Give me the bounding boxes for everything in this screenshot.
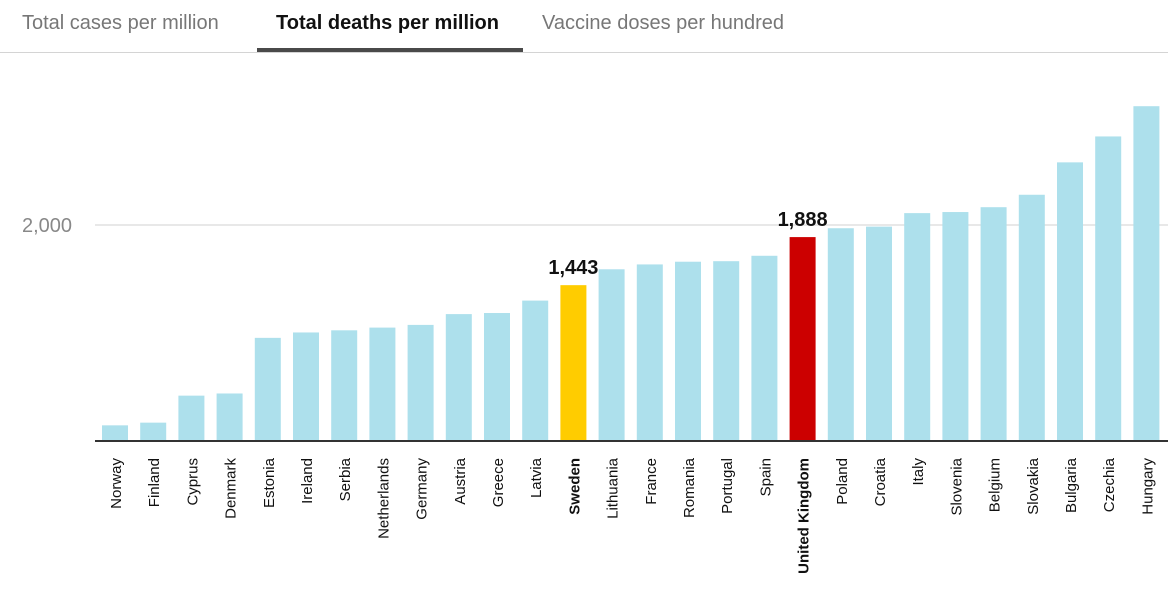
bar-latvia [522, 300, 549, 441]
bar-germany [407, 324, 434, 441]
bar-ireland [293, 332, 319, 441]
value-label-sweden: 1,443 [548, 257, 598, 279]
bar-norway [102, 425, 128, 441]
bar-romania [675, 261, 701, 441]
category-label-portugal: Portugal [719, 458, 736, 514]
bar-bulgaria [1057, 162, 1083, 442]
category-label-finland: Finland [146, 458, 163, 507]
category-label-bulgaria: Bulgaria [1063, 457, 1080, 513]
category-label-germany: Germany [414, 458, 431, 520]
category-label-belgium: Belgium [987, 458, 1004, 512]
bar-croatia [866, 226, 892, 441]
bar-cyprus [178, 395, 205, 441]
category-label-greece: Greece [490, 458, 507, 507]
category-label-netherlands: Netherlands [375, 458, 392, 539]
category-label-poland: Poland [834, 458, 851, 505]
category-label-serbia: Serbia [337, 457, 354, 501]
bar-spain [751, 255, 778, 441]
bar-france [636, 264, 663, 441]
category-label-norway: Norway [108, 458, 125, 509]
category-label-austria: Austria [452, 457, 469, 504]
bar-portugal [713, 261, 740, 441]
category-label-spain: Spain [757, 458, 774, 496]
tab-vaccine-doses[interactable]: Vaccine doses per hundred [542, 12, 785, 34]
bar-italy [904, 213, 931, 441]
category-label-denmark: Denmark [223, 458, 240, 519]
bar-austria [445, 314, 472, 441]
bar-united-kingdom [789, 237, 816, 441]
tab-total-deaths[interactable]: Total deaths per million [257, 10, 523, 52]
category-label-ireland: Ireland [299, 458, 316, 504]
bar-denmark [216, 393, 243, 441]
category-label-france: France [643, 458, 660, 505]
category-label-croatia: Croatia [872, 457, 889, 506]
y-tick-label-2000: 2,000 [22, 215, 72, 237]
bar-finland [140, 422, 167, 441]
category-label-slovakia: Slovakia [1025, 457, 1042, 514]
bar-poland [827, 228, 854, 441]
category-label-latvia: Latvia [528, 457, 545, 498]
bar-netherlands [369, 327, 396, 441]
category-label-united-kingdom: United Kingdom [796, 458, 813, 574]
metric-tab-bar: Total cases per million Total deaths per… [0, 0, 1168, 53]
bar-estonia [254, 337, 281, 441]
bar-sweden [560, 285, 587, 441]
category-label-estonia: Estonia [261, 457, 278, 508]
bar-slovakia [1018, 194, 1045, 441]
category-label-lithuania: Lithuania [605, 457, 622, 519]
bar-serbia [331, 330, 358, 441]
category-label-czechia: Czechia [1101, 457, 1118, 512]
category-label-romania: Romania [681, 457, 698, 518]
category-label-cyprus: Cyprus [184, 458, 201, 506]
bar-hungary [1133, 106, 1160, 441]
category-label-sweden: Sweden [566, 458, 583, 515]
bar-greece [484, 313, 510, 441]
bar-slovenia [942, 212, 969, 441]
bar-lithuania [598, 269, 625, 441]
bar-czechia [1095, 136, 1122, 441]
category-label-italy: Italy [910, 458, 927, 486]
category-label-hungary: Hungary [1139, 458, 1156, 515]
tab-total-cases[interactable]: Total cases per million [22, 12, 219, 34]
value-label-united-kingdom: 1,888 [778, 209, 828, 231]
bar-belgium [980, 207, 1007, 441]
category-label-slovenia: Slovenia [948, 457, 965, 515]
